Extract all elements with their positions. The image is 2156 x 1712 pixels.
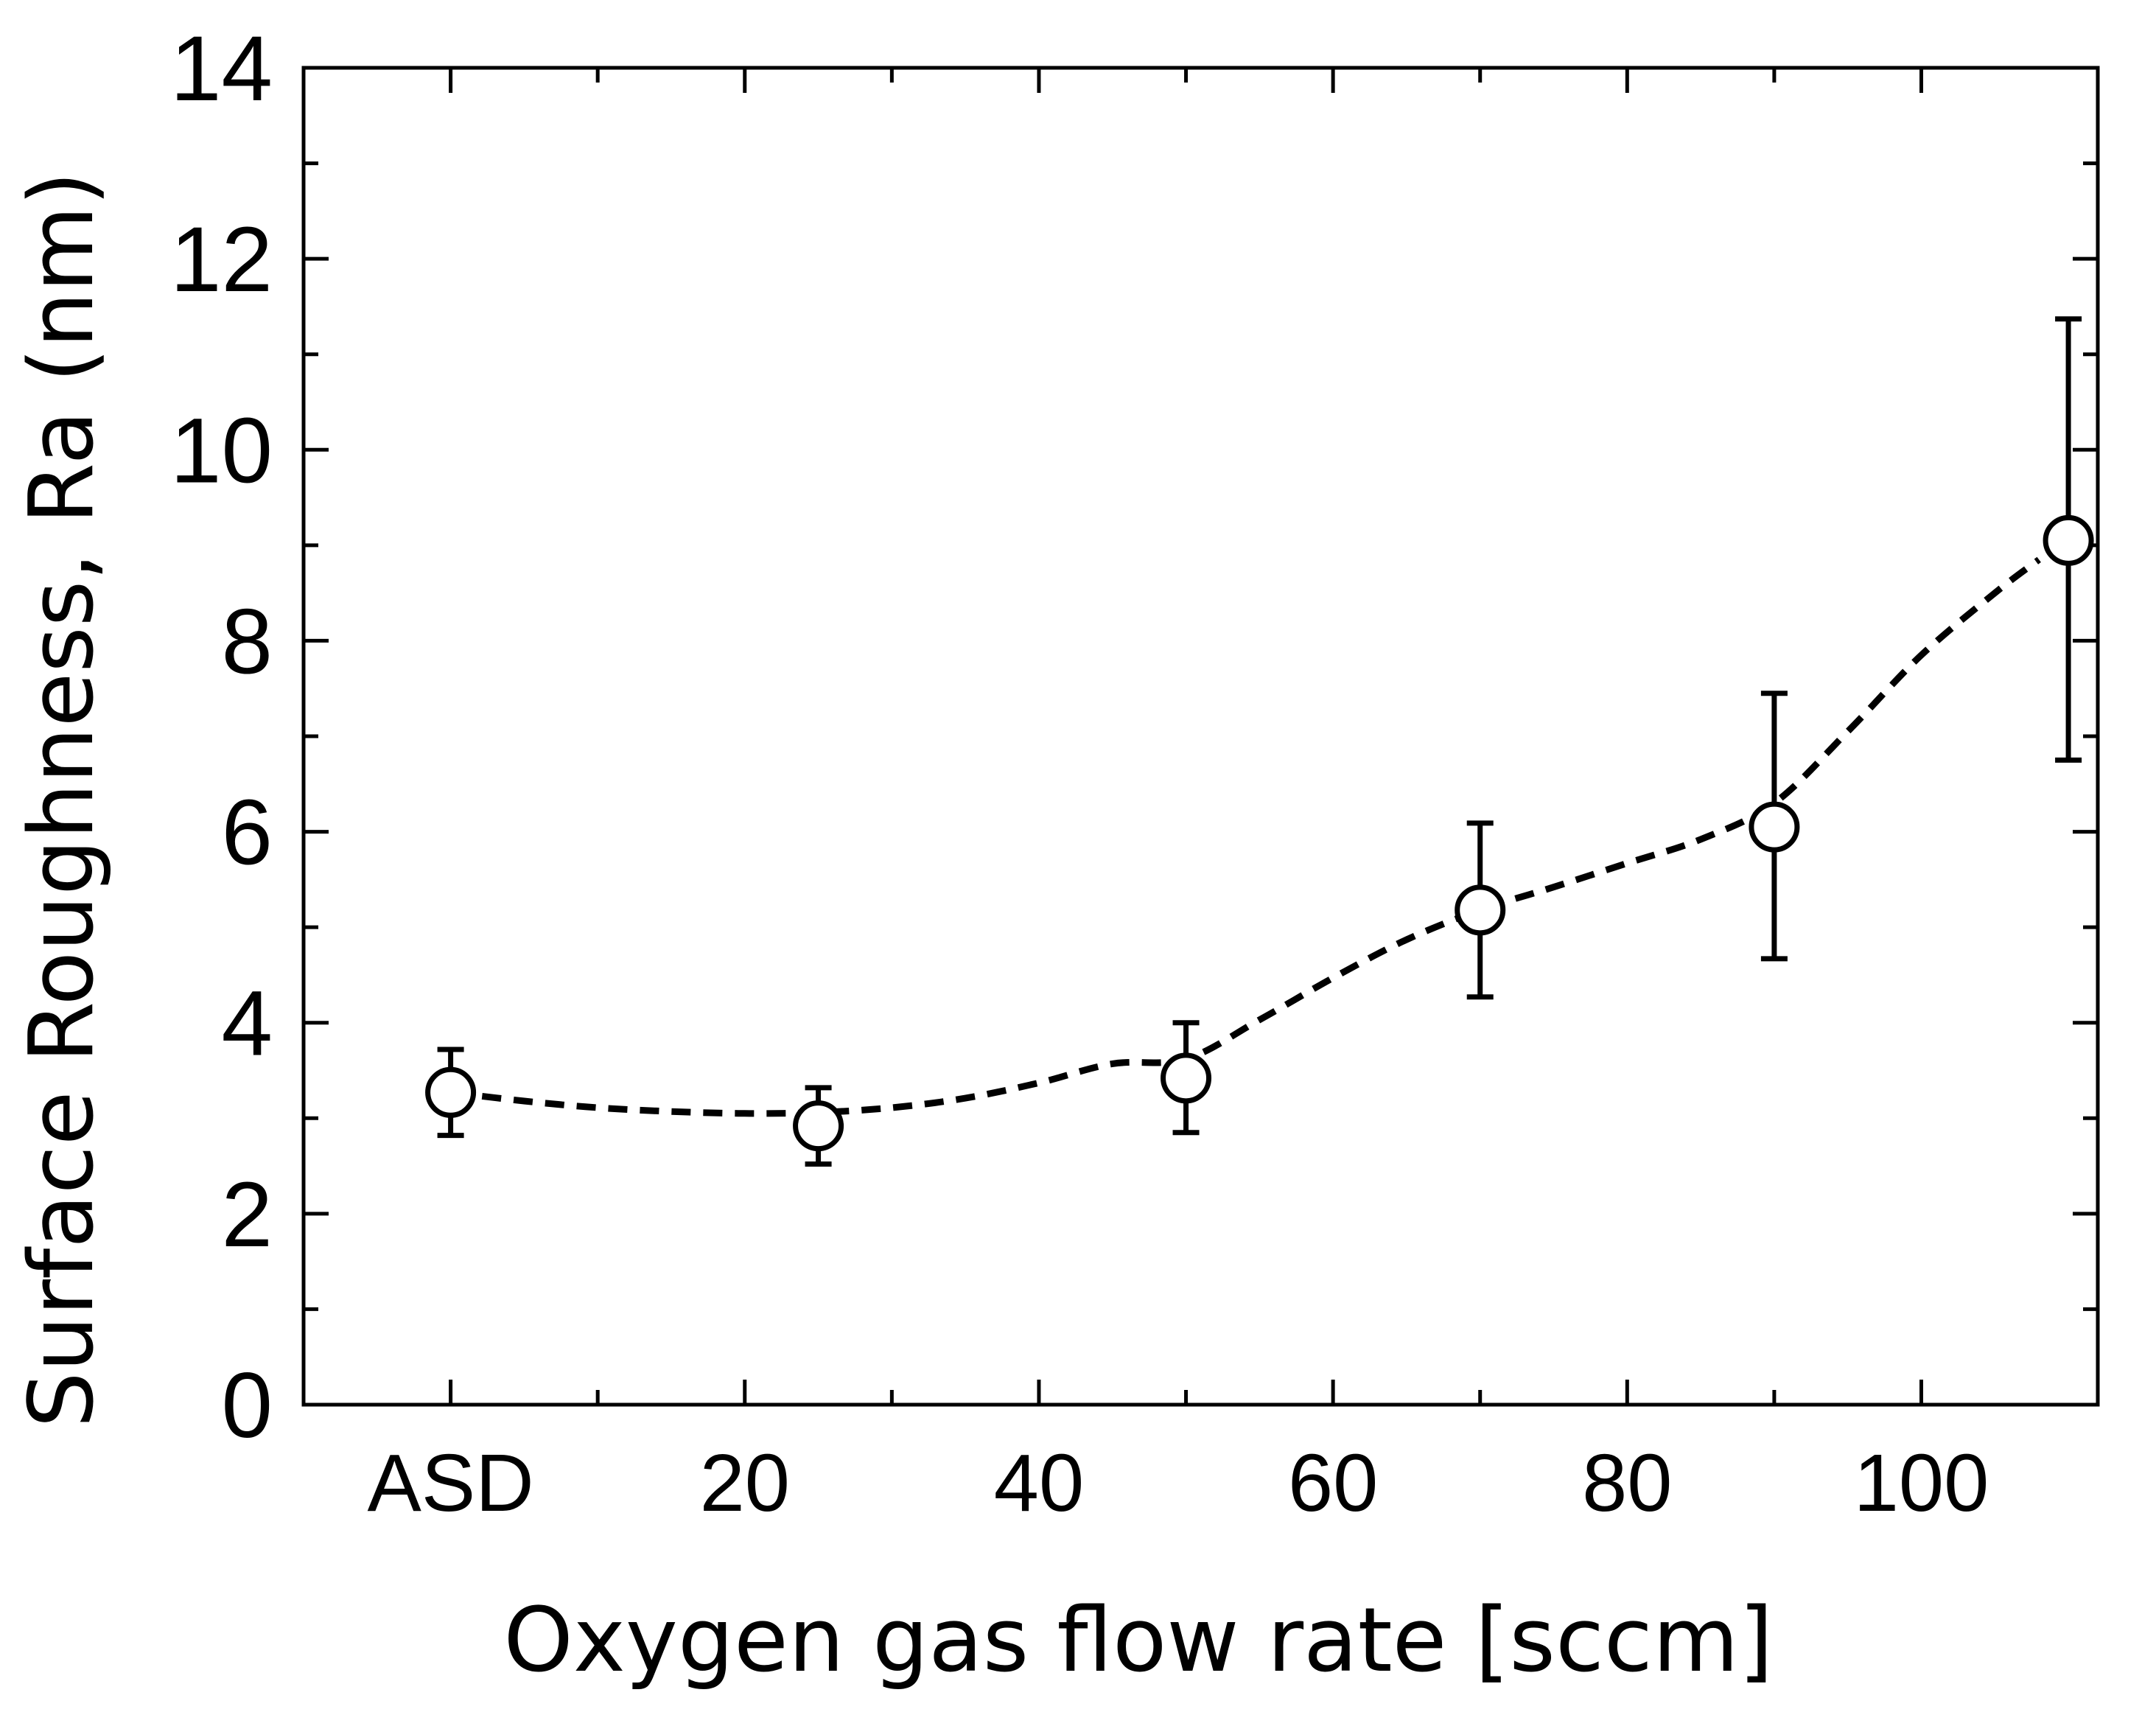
x-tick-label: ASD — [367, 1438, 533, 1528]
x-tick-label: 60 — [1288, 1438, 1378, 1528]
data-point — [1161, 1052, 1212, 1104]
x-tick-label: 100 — [1854, 1438, 1989, 1528]
data-point — [425, 1066, 477, 1118]
y-tick-label: 4 — [221, 973, 273, 1075]
y-axis-title: Surface Roughness, Ra (nm) — [11, 171, 113, 1428]
major-ticks — [304, 68, 2098, 1405]
data-point — [793, 1100, 844, 1152]
data-point — [1749, 801, 1800, 853]
y-tick-label: 2 — [221, 1164, 273, 1266]
y-tick-labels: 0 2 4 6 8 10 12 14 — [170, 18, 273, 1457]
x-tick-label: 20 — [700, 1438, 790, 1528]
y-tick-label: 8 — [221, 590, 273, 693]
y-tick-label: 10 — [170, 399, 273, 502]
y-tick-label: 0 — [221, 1355, 273, 1457]
x-tick-labels: ASD 20 40 60 80 100 — [367, 1438, 1989, 1528]
data-point — [2043, 514, 2094, 566]
y-tick-label: 12 — [170, 209, 273, 311]
data-point — [1455, 884, 1506, 936]
x-tick-label: 80 — [1582, 1438, 1672, 1528]
x-axis-title: Oxygen gas flow rate [sccm] — [503, 1590, 1773, 1692]
x-tick-label: 40 — [994, 1438, 1084, 1528]
markers — [425, 514, 2094, 1152]
y-tick-label: 14 — [170, 18, 273, 120]
y-tick-label: 6 — [221, 782, 273, 884]
fit-curve — [450, 556, 2041, 1117]
